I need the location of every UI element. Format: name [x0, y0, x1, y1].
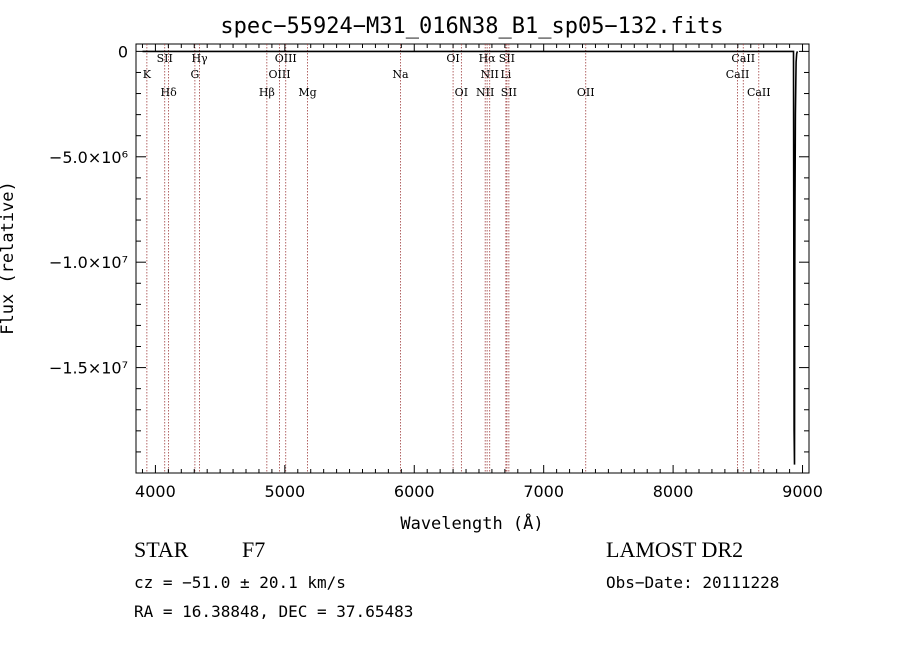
coordinates: RA = 16.38848, DEC = 37.65483	[134, 602, 414, 621]
spectral-line-label: Hδ	[161, 86, 178, 99]
x-axis: 4000 5000 6000 7000 8000 9000	[135, 44, 823, 501]
spectral-line-label: Mg	[298, 86, 316, 99]
y-tick-label: 0	[118, 42, 128, 61]
y-tick-label: −1.0×10⁷	[49, 253, 128, 272]
spectral-line-label: Na	[392, 68, 409, 81]
spectral-line-label: Hγ	[191, 52, 208, 65]
spectral-line-label: OIII	[268, 68, 290, 81]
x-tick-label: 6000	[394, 482, 435, 501]
spectral-line-label: K	[143, 68, 152, 81]
spectral-line-label: NII	[476, 86, 494, 99]
y-tick-label: −1.5×10⁷	[49, 359, 128, 378]
x-axis-label: Wavelength (Å)	[400, 512, 543, 534]
spectral-line-label: SII	[501, 86, 517, 99]
survey-name: LAMOST DR2	[606, 537, 744, 562]
spectral-line-label: NII	[481, 68, 499, 81]
x-tick-label: 8000	[653, 482, 694, 501]
spectral-line-label: SII	[499, 52, 515, 65]
chart-title: spec−55924−M31_016N38_B1_sp05−132.fits	[220, 14, 723, 39]
y-tick-label: −5.0×10⁶	[49, 148, 128, 167]
redshift-cz: cz = −51.0 ± 20.1 km/s	[134, 573, 346, 592]
spectral-line-label: Hα	[479, 52, 497, 65]
spectral-line-label: SII	[157, 52, 173, 65]
x-tick-label: 7000	[523, 482, 564, 501]
spectral-line-label: OII	[577, 86, 595, 99]
object-class: STAR	[134, 537, 189, 562]
y-axis-label: Flux (relative)	[0, 181, 18, 335]
plot-frame	[135, 43, 810, 474]
x-tick-label: 5000	[264, 482, 305, 501]
spectrum-series	[142, 50, 799, 465]
spectral-line-label: CaII	[747, 86, 771, 99]
spectral-line-label: OI	[446, 52, 459, 65]
spectral-line-label: Hβ	[259, 86, 275, 99]
spectral-line-label: OIII	[275, 52, 297, 65]
x-tick-label: 9000	[782, 482, 823, 501]
spectral-line-label: Li	[500, 68, 511, 81]
spectral-line-label: G	[190, 68, 199, 81]
spectrum-line	[142, 50, 799, 465]
observation-date: Obs−Date: 20111228	[606, 573, 780, 592]
y-axis: 0 −5.0×10⁶ −1.0×10⁷ −1.5×10⁷	[49, 42, 809, 453]
spectral-line-label: CaII	[731, 52, 755, 65]
spectral-line-label: CaII	[726, 68, 750, 81]
object-subclass: F7	[242, 537, 266, 562]
x-tick-label: 4000	[135, 482, 176, 501]
spectral-line-label: OI	[455, 86, 468, 99]
